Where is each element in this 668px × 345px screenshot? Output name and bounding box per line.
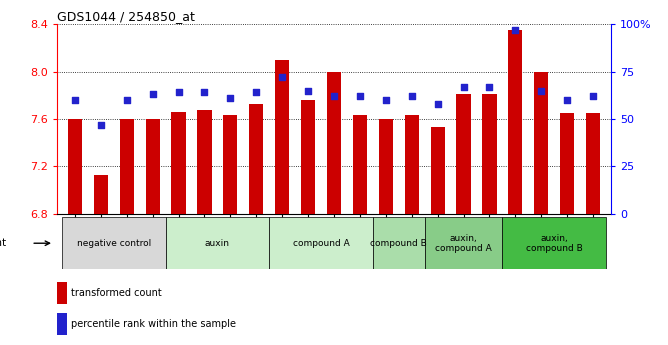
- Bar: [430, 127, 445, 214]
- Point: [173, 90, 184, 95]
- Bar: [223, 116, 238, 214]
- Point: [225, 95, 236, 101]
- Text: compound A: compound A: [293, 239, 349, 248]
- Bar: [197, 110, 212, 214]
- Text: auxin: auxin: [205, 239, 230, 248]
- Bar: [275, 60, 289, 214]
- Point: [588, 93, 599, 99]
- Text: percentile rank within the sample: percentile rank within the sample: [71, 319, 236, 329]
- Point: [96, 122, 106, 127]
- Bar: [560, 113, 574, 214]
- Point: [432, 101, 443, 107]
- Point: [277, 75, 287, 80]
- Text: GDS1044 / 254850_at: GDS1044 / 254850_at: [57, 10, 194, 23]
- Point: [484, 84, 495, 89]
- Bar: [502, 217, 606, 269]
- Bar: [456, 94, 471, 214]
- Bar: [482, 94, 496, 214]
- Point: [381, 97, 391, 103]
- Point: [148, 91, 158, 97]
- Point: [69, 97, 80, 103]
- Point: [303, 88, 313, 93]
- Bar: [373, 217, 425, 269]
- Bar: [301, 100, 315, 214]
- Text: auxin,
compound A: auxin, compound A: [435, 234, 492, 253]
- Point: [355, 93, 365, 99]
- Point: [510, 27, 520, 32]
- Bar: [508, 30, 522, 214]
- Bar: [353, 116, 367, 214]
- Bar: [146, 119, 160, 214]
- Point: [122, 97, 132, 103]
- Point: [199, 90, 210, 95]
- Bar: [534, 71, 548, 214]
- Bar: [166, 217, 269, 269]
- Bar: [94, 175, 108, 214]
- Bar: [57, 313, 67, 335]
- Bar: [57, 282, 67, 304]
- Bar: [67, 119, 82, 214]
- Text: negative control: negative control: [77, 239, 151, 248]
- Bar: [269, 217, 373, 269]
- Point: [329, 93, 339, 99]
- Bar: [172, 112, 186, 214]
- Bar: [586, 113, 601, 214]
- Text: compound B: compound B: [370, 239, 427, 248]
- Point: [251, 90, 262, 95]
- Text: auxin,
compound B: auxin, compound B: [526, 234, 582, 253]
- Bar: [62, 217, 166, 269]
- Bar: [120, 119, 134, 214]
- Bar: [405, 116, 419, 214]
- Bar: [425, 217, 502, 269]
- Bar: [379, 119, 393, 214]
- Point: [562, 97, 572, 103]
- Point: [406, 93, 417, 99]
- Text: transformed count: transformed count: [71, 288, 162, 298]
- Point: [458, 84, 469, 89]
- Bar: [249, 104, 263, 214]
- Text: agent: agent: [0, 238, 7, 248]
- Point: [536, 88, 546, 93]
- Bar: [327, 71, 341, 214]
